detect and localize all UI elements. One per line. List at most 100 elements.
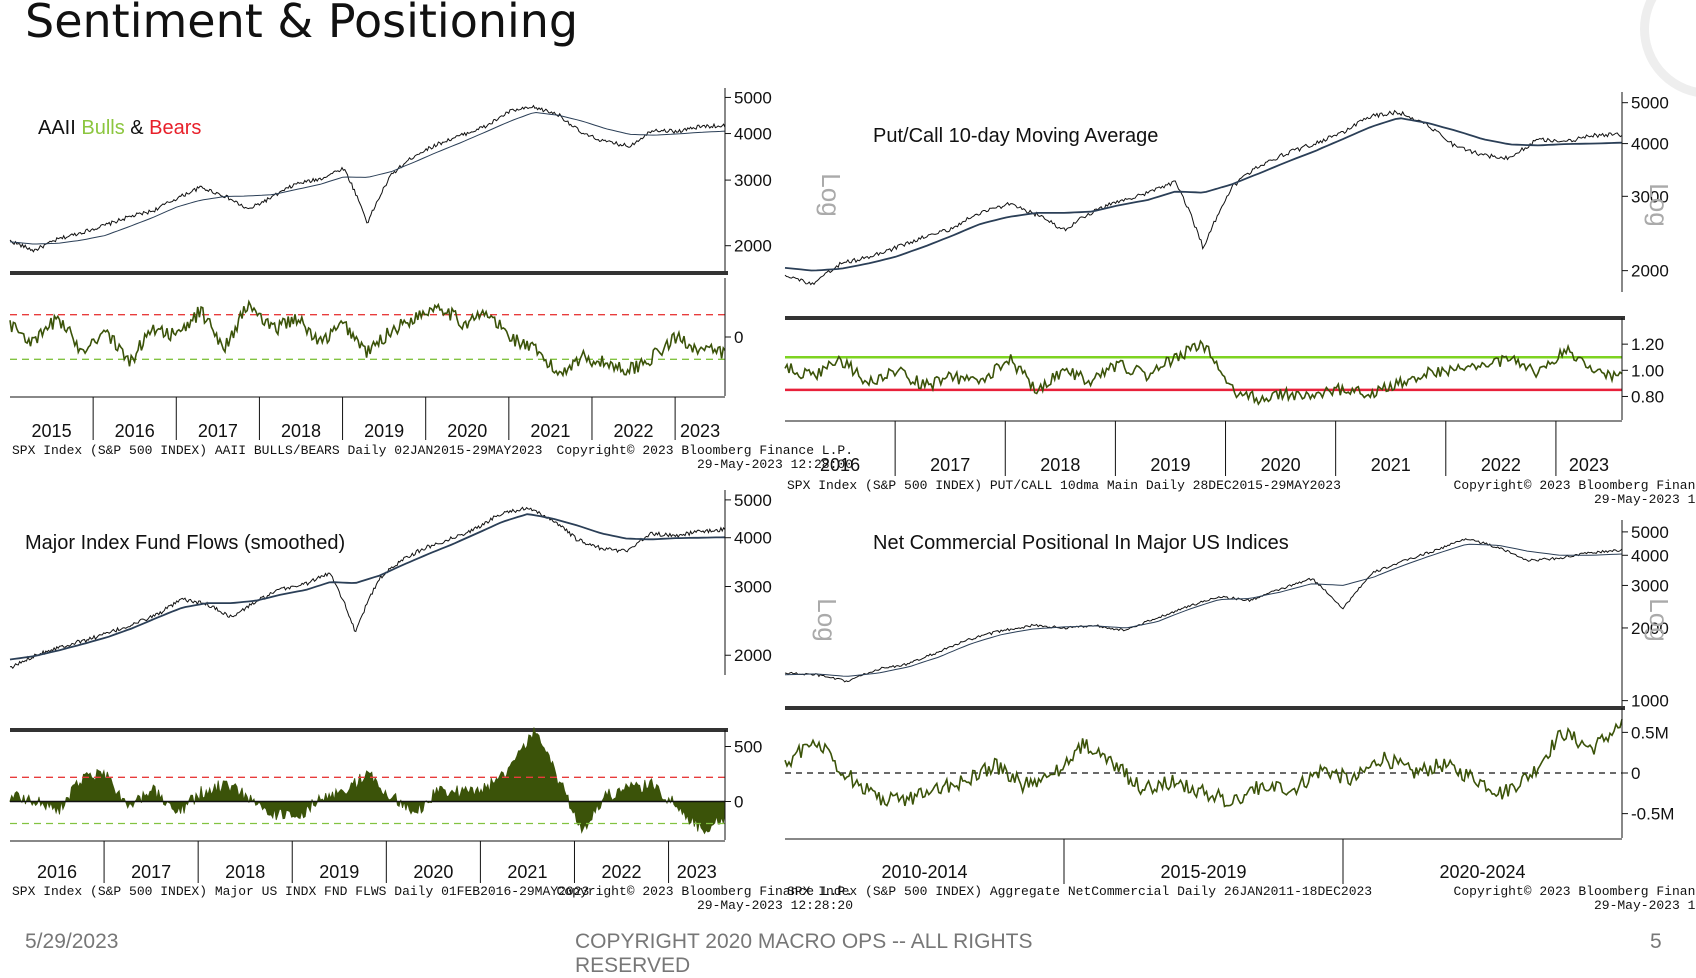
x-tick-label: 2021 [530, 421, 570, 441]
x-tick-label: 2022 [614, 421, 654, 441]
price-tick-label: 4000 [734, 125, 772, 144]
chart-copyright: Copyright© 2023 Bloomberg Finance L.P. [557, 884, 853, 899]
oscillator-tick-label: -0.5M [1631, 805, 1674, 824]
log-axis-label: Log [816, 173, 846, 216]
x-tick-label: 2017 [930, 455, 970, 475]
chart-title-part: & [125, 117, 149, 139]
chart-caption: SPX Index (S&P 500 INDEX) PUT/CALL 10dma… [787, 478, 1341, 493]
oscillator-tick-label: 0.5M [1631, 723, 1669, 742]
x-tick-label: 2021 [1371, 455, 1411, 475]
price-tick-label: 2000 [734, 646, 772, 665]
x-tick-label: 2021 [507, 862, 547, 882]
x-tick-label: 2019 [1150, 455, 1190, 475]
x-tick-label: 2010-2014 [881, 862, 967, 882]
panel-separator [10, 271, 728, 275]
slide-title: Sentiment & Positioning [25, 0, 579, 48]
x-tick-label: 2015-2019 [1160, 862, 1246, 882]
x-tick-label: 2020-2024 [1439, 862, 1525, 882]
price-tick-label: 5000 [734, 88, 772, 107]
chart-timestamp: 29-May-2023 12:28:00 [697, 457, 853, 472]
chart-caption: SPX Index (S&P 500 INDEX) Major US INDX … [12, 884, 589, 899]
chart-title-part: Bulls [81, 117, 124, 139]
chart-copyright: Copyright© 2023 Bloomberg Finance L.P. [1454, 478, 1696, 493]
x-tick-label: 2019 [364, 421, 404, 441]
price-tick-label: 3000 [734, 171, 772, 190]
x-tick-label: 2017 [198, 421, 238, 441]
moving-average-line [784, 543, 1623, 677]
moving-average-line [9, 513, 726, 661]
x-tick-label: 2016 [37, 862, 77, 882]
price-tick-label: 3000 [1631, 576, 1669, 595]
oscillator-line [784, 719, 1623, 808]
page-number: 5 [1650, 930, 1662, 953]
x-tick-label: 2023 [677, 862, 717, 882]
oscillator-tick-label: 1.00 [1631, 361, 1664, 380]
chart-title-part: Major Index Fund Flows (smoothed) [25, 532, 345, 554]
chart-timestamp: 29-May-2023 12:28:20 [697, 898, 853, 913]
panel-separator [10, 728, 728, 732]
x-tick-label: 2020 [1261, 455, 1301, 475]
price-tick-label: 4000 [1631, 546, 1669, 565]
oscillator-tick-label: 0 [1631, 764, 1640, 783]
chart-title-part: Bears [149, 117, 201, 139]
price-tick-label: 5000 [1631, 523, 1669, 542]
oscillator-tick-label: 1.20 [1631, 335, 1664, 354]
price-line [9, 104, 726, 253]
log-axis-label: Log [1644, 598, 1674, 641]
oscillator-tick-label: 0 [734, 793, 743, 812]
x-tick-label: 2019 [319, 862, 359, 882]
price-tick-label: 2000 [1631, 262, 1669, 281]
oscillator-line [9, 299, 726, 378]
panel-separator [785, 706, 1625, 710]
oscillator-tick-label: 0.80 [1631, 387, 1664, 406]
panel-separator [785, 316, 1625, 320]
chart-title-part: AAII [38, 117, 81, 139]
moving-average-line [9, 111, 726, 245]
oscillator-tick-label: 0 [734, 328, 743, 347]
price-line [784, 109, 1623, 286]
fund-flow-area [9, 727, 726, 835]
x-tick-label: 2015 [32, 421, 72, 441]
chart-copyright: Copyright© 2023 Bloomberg Finance L.P. [1454, 884, 1696, 899]
x-tick-label: 2022 [1481, 455, 1521, 475]
chart-caption: SPX Index (S&P 500 INDEX) AAII BULLS/BEA… [12, 443, 543, 458]
price-tick-label: 4000 [734, 529, 772, 548]
chart-title-part: Net Commercial Positional In Major US In… [873, 532, 1289, 554]
x-tick-label: 2023 [680, 421, 720, 441]
chart-title-putcall: Put/Call 10-day Moving Average [873, 125, 1158, 147]
chart-timestamp: 29-May-2023 12:28:09 [1594, 492, 1696, 507]
x-tick-label: 2023 [1569, 455, 1609, 475]
x-tick-label: 2020 [447, 421, 487, 441]
chart-title-aaii: AAII Bulls & Bears [38, 117, 201, 139]
x-tick-label: 2022 [601, 862, 641, 882]
x-tick-label: 2016 [820, 455, 860, 475]
price-line [9, 506, 726, 670]
price-tick-label: 5000 [1631, 94, 1669, 113]
x-tick-label: 2016 [115, 421, 155, 441]
oscillator-line [784, 339, 1623, 406]
price-line [784, 538, 1623, 683]
x-tick-label: 2018 [281, 421, 321, 441]
oscillator-tick-label: 500 [734, 738, 762, 757]
log-axis-label: Log [1644, 183, 1674, 226]
x-tick-label: 2018 [225, 862, 265, 882]
price-tick-label: 5000 [734, 491, 772, 510]
x-tick-label: 2018 [1040, 455, 1080, 475]
footer-date: 5/29/2023 [25, 930, 119, 953]
price-tick-label: 2000 [734, 237, 772, 256]
chart-title-fundflows: Major Index Fund Flows (smoothed) [25, 532, 345, 554]
chart-title-netcomm: Net Commercial Positional In Major US In… [873, 532, 1289, 554]
chart-title-part: Put/Call 10-day Moving Average [873, 125, 1158, 147]
chart-timestamp: 29-May-2023 12:28:37 [1594, 898, 1696, 913]
moving-average-line [784, 117, 1623, 272]
chart-caption: SPX Index (S&P 500 INDEX) Aggregate NetC… [787, 884, 1372, 899]
price-tick-label: 3000 [734, 577, 772, 596]
x-tick-label: 2017 [131, 862, 171, 882]
chart-copyright: Copyright© 2023 Bloomberg Finance L.P. [557, 443, 853, 458]
price-tick-label: 3000 [1631, 187, 1669, 206]
price-tick-label: 2000 [1631, 619, 1669, 638]
log-axis-label: Log [812, 598, 842, 641]
price-tick-label: 1000 [1631, 692, 1669, 711]
x-tick-label: 2020 [413, 862, 453, 882]
